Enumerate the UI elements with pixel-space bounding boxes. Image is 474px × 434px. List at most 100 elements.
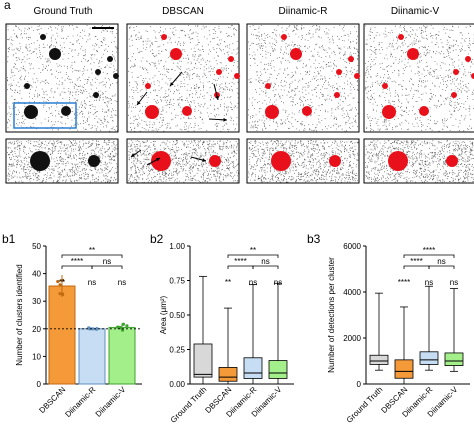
col-title-dbscan: DBSCAN	[162, 6, 204, 17]
panel-a-top-1-frame	[126, 23, 240, 133]
panel-a-top-3-cluster	[419, 106, 429, 116]
b1-y-tick-label: 30	[32, 297, 41, 306]
b3-y-tick-label: 6000	[343, 242, 361, 251]
panel-b2-letter: b2	[150, 232, 164, 246]
b2-box	[218, 367, 238, 382]
panel-a-top-0-localizations	[7, 25, 118, 132]
arrow-7-head	[202, 158, 206, 162]
b2-box	[268, 360, 288, 379]
panel-a-top-3-cluster	[451, 92, 457, 98]
panel-a-bottom-2-image	[246, 138, 360, 184]
b3-sig-single: ns	[425, 278, 433, 287]
b1-bar	[48, 285, 76, 385]
b3-box	[444, 352, 464, 367]
panel-a-top-2-cluster	[348, 56, 354, 62]
panel-a-top-3-frame	[363, 23, 474, 133]
panel-a-top-0-cluster	[49, 48, 61, 60]
b3-sig-label: ****	[410, 257, 422, 266]
panel-b3-letter: b3	[307, 232, 321, 246]
b1-sig-single: **	[59, 278, 65, 287]
b2-sig-single: ns	[249, 278, 257, 287]
panel-a-bottom-1-image	[126, 138, 240, 184]
inset-highlight-box	[13, 102, 77, 129]
arrow-4-head	[223, 117, 227, 122]
panel-a-bottom-0-cluster	[88, 155, 100, 167]
b1-y-tick-label: 10	[32, 352, 41, 361]
b1-point	[125, 324, 129, 328]
panel-a-bottom-3-localizations	[365, 140, 474, 183]
b2-x-tick-label: Ground Truth	[169, 385, 209, 425]
panel-a-top-2-cluster	[354, 73, 360, 79]
panel-a-top-2-cluster	[265, 105, 279, 119]
panel-a-top-3-cluster	[382, 105, 396, 119]
panel-a-top-3-cluster	[453, 69, 459, 75]
panel-a-top-0-cluster	[107, 56, 113, 62]
b2-y-label: Area (μm²)	[159, 295, 168, 334]
b3-sig-bracket	[428, 265, 455, 269]
panel-a-top-1-cluster	[145, 105, 159, 119]
panel-a-top-1-image	[126, 23, 240, 133]
arrow-3-head	[137, 101, 141, 105]
panel-a-letter: a	[4, 0, 11, 12]
panel-a-bottom-2-cluster	[271, 151, 291, 171]
b3-box	[394, 359, 414, 379]
b1-point	[58, 283, 62, 287]
b3-y-tick-label: 2000	[343, 334, 361, 343]
b1-x-tick-label: Diinamic-R	[63, 385, 97, 419]
b1-sig-bracket	[61, 254, 123, 258]
b1-sig-label: **	[89, 246, 95, 255]
panel-a-top-2-cluster	[336, 69, 342, 75]
b3-x-tick-label: Ground Truth	[345, 385, 385, 425]
b1-sig-bracket	[61, 265, 93, 269]
arrow-2-head	[215, 96, 220, 100]
panel-a-top-1-cluster	[145, 83, 151, 89]
panel-a-top-2-image	[246, 23, 360, 133]
panel-a-top-1-cluster	[161, 34, 167, 40]
b3-sig-label: ns	[437, 257, 445, 266]
b3-y-tick-label: 0	[357, 380, 362, 389]
panel-a-top-3-cluster	[382, 83, 388, 89]
b1-point	[118, 325, 122, 330]
b1-sig-label: ns	[103, 257, 111, 266]
b3-sig-single: ****	[398, 278, 410, 287]
panel-a-bottom-2-cluster	[329, 155, 341, 167]
panel-a-top-1-cluster	[170, 48, 182, 60]
panel-a-top-2-cluster	[265, 83, 271, 89]
panel-a-top-2-localizations	[248, 25, 359, 132]
panel-a-bottom-0-image	[5, 138, 119, 184]
panel-a-top-1-cluster	[228, 56, 234, 62]
panel-a-top-3-cluster	[465, 56, 471, 62]
panel-a-top-0-image	[5, 23, 119, 133]
panel-a-bottom-3-image	[363, 138, 474, 184]
panel-a-top-3-cluster	[398, 34, 404, 40]
b2-box	[193, 343, 213, 378]
b1-point	[95, 326, 99, 331]
b2-y-tick-label: 0.25	[169, 346, 185, 355]
b2-y-tick-label: 0.75	[169, 277, 185, 286]
panel-a-top-0-cluster	[61, 106, 71, 116]
b3-sig-single: ns	[450, 278, 458, 287]
b3-y-tick-label: 4000	[343, 288, 361, 297]
col-title-diinamic-r: Diinamic-R	[278, 6, 328, 17]
arrow-1-head	[170, 82, 174, 86]
b1-point	[121, 322, 126, 326]
panel-a-top-2-cluster	[290, 48, 302, 60]
b3-y-label: Number of detections per cluster	[327, 257, 336, 373]
arrow-5-head	[156, 157, 160, 162]
b1-sig-single: ns	[88, 278, 96, 287]
b1-sig-label: ****	[71, 257, 83, 266]
b1-y-tick-label: 40	[32, 270, 41, 279]
b2-sig-label: **	[250, 246, 256, 255]
panel-b1-letter: b1	[2, 232, 16, 246]
panel-a-top-0-cluster	[95, 69, 101, 75]
b2-sig-label: ns	[261, 257, 269, 266]
panel-a-top-1-cluster	[234, 73, 240, 79]
panel-a-top-0-cluster	[40, 34, 46, 40]
b1-y-label: Number of clusters identified	[15, 264, 24, 365]
panel-a-top-3-cluster	[471, 73, 474, 79]
panel-a-top-1-cluster	[216, 69, 222, 75]
panel-a-top-3-image	[363, 23, 474, 133]
panel-a-bottom-3-cluster	[446, 155, 458, 167]
panel-a-top-2-cluster	[334, 92, 340, 98]
panel-a-top-0-cluster	[24, 83, 30, 89]
